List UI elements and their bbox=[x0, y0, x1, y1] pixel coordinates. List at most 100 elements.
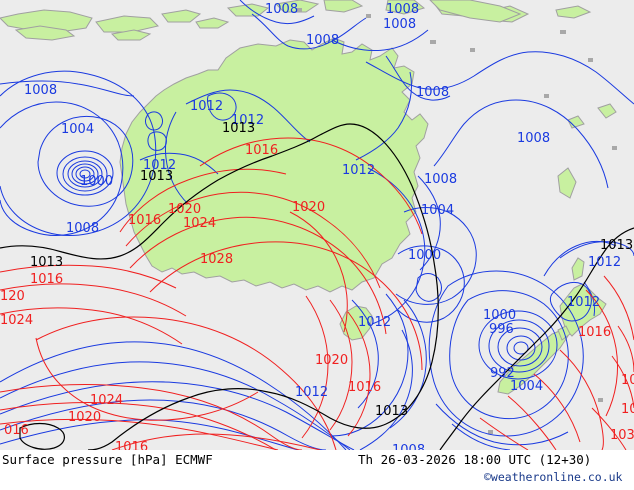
isobar-1013-main bbox=[0, 123, 439, 450]
isobar-1008-arc-b bbox=[331, 29, 429, 51]
isobar-1012-bass2 bbox=[331, 293, 409, 437]
isobar-label-layer: 1008100410001008101310161201024102410200… bbox=[0, 2, 634, 450]
isobar-label-1024-20: 1024 bbox=[183, 216, 216, 231]
isobar-1013-small-loop bbox=[19, 422, 65, 450]
isobar-low-se-a bbox=[435, 403, 569, 446]
isobar-1028-nz bbox=[533, 373, 581, 443]
isobar-label-1008-25: 1008 bbox=[265, 2, 298, 17]
isobar-1004-nz bbox=[449, 290, 569, 420]
isobar-1032-right bbox=[611, 355, 634, 409]
land-island-g bbox=[385, 0, 426, 15]
isobar-label-1020-19: 1020 bbox=[168, 202, 201, 217]
isobar-1028-ridge2 bbox=[35, 337, 259, 421]
isobar-1016-w bbox=[119, 168, 287, 233]
islet-layer bbox=[296, 8, 617, 434]
isobar-1012-qld bbox=[367, 167, 426, 325]
isobar-1016-s bbox=[0, 419, 279, 450]
isobar-label-996-40: 996 bbox=[489, 322, 514, 337]
isobar-label-120-6: 120 bbox=[0, 289, 25, 304]
isobar-label-1012-23: 1012 bbox=[342, 163, 375, 178]
isobar-label-1000-39: 1000 bbox=[483, 308, 516, 323]
footer-copyright: ©weatheronline.co.uk bbox=[484, 470, 623, 484]
isobar-label-1024-8: 1024 bbox=[90, 393, 123, 408]
isobar-1008-arc-a bbox=[239, 0, 315, 25]
isobar-1020-s bbox=[0, 402, 277, 450]
islet-4 bbox=[470, 48, 475, 52]
isobar-1008-coral2 bbox=[385, 55, 451, 101]
isobar-1008-top-left bbox=[0, 80, 135, 97]
land-island-c bbox=[195, 17, 230, 29]
isobar-992-nz bbox=[513, 341, 529, 355]
landmass-layer bbox=[0, 0, 617, 395]
isobar-1012-nt bbox=[185, 89, 311, 143]
islet-5 bbox=[560, 30, 566, 34]
isobar-1012-west bbox=[139, 152, 219, 175]
isobar-label-10-48: 10 bbox=[621, 402, 634, 417]
isobar-label-1012-36: 1012 bbox=[295, 385, 328, 400]
pressure-contour-map[interactable]: 1008 1004 1000 1008 1013 1016 120 1024 1024 1020 0… bbox=[0, 0, 634, 450]
isobar-1012-qld2 bbox=[355, 71, 412, 161]
isobar-1008-top-mid bbox=[251, 13, 367, 50]
isobar-1020-nz bbox=[603, 275, 634, 341]
isobar-label-1013-14: 1013 bbox=[222, 121, 255, 136]
map-footer: Surface pressure [hPa] ECMWF Th 26-03-20… bbox=[0, 450, 634, 490]
isobar-1020-n bbox=[125, 191, 381, 289]
isobar-1032-nz bbox=[507, 395, 557, 450]
isobar-1012-south bbox=[0, 381, 355, 450]
isobar-label-1008-38: 1008 bbox=[392, 443, 425, 450]
isobar-label-1016-46: 1016 bbox=[578, 325, 611, 340]
islet-2 bbox=[366, 14, 371, 18]
isobar-1012-small-a bbox=[145, 111, 163, 131]
isobar-label-1004-1: 1004 bbox=[61, 122, 94, 137]
isobar-1036-nz2 bbox=[591, 407, 627, 450]
isobar-label-1020-21: 1020 bbox=[292, 200, 325, 215]
isobar-label-1016-11: 1016 bbox=[115, 440, 148, 450]
isobar-low-nw-r2 bbox=[75, 166, 95, 182]
isobar-1008-tasman2 bbox=[417, 175, 441, 271]
isobar-label-1008-27: 1008 bbox=[383, 17, 416, 32]
isobar-label-1016-5: 1016 bbox=[30, 272, 63, 287]
isobar-low-nw-r6 bbox=[56, 150, 114, 196]
land-australia bbox=[119, 37, 429, 293]
isobar-1012-south3 bbox=[0, 361, 351, 450]
land-island-sol bbox=[555, 5, 592, 19]
isobar-1028-n bbox=[149, 241, 423, 371]
isobar-label-1016-18: 1016 bbox=[128, 213, 161, 228]
land-island-f bbox=[323, 0, 364, 13]
islet-9 bbox=[488, 430, 493, 434]
isobar-1004-nw bbox=[37, 116, 134, 207]
isobar-1012-bass3 bbox=[389, 299, 427, 429]
isobar-996b-nz bbox=[488, 319, 550, 373]
isobar-1016-tas bbox=[329, 299, 353, 431]
isobar-label-1008-29: 1008 bbox=[517, 131, 550, 146]
isobar-1020-right bbox=[289, 211, 348, 333]
isobar-label-1008-3: 1008 bbox=[66, 221, 99, 236]
isobar-1016-n bbox=[199, 137, 423, 235]
isobar-label-1008-30: 1008 bbox=[424, 172, 457, 187]
isobar-1008-tasman bbox=[433, 99, 609, 189]
map-canvas[interactable]: 1008100410001008101310161201024102410200… bbox=[0, 0, 634, 450]
isobar-1012-south4 bbox=[0, 341, 347, 450]
isobar-low-nw-r4 bbox=[67, 160, 103, 188]
isobar-1012-small-b bbox=[147, 131, 167, 151]
isobar-1012-nz-coast bbox=[583, 281, 595, 317]
isobars-high-layer bbox=[0, 137, 634, 450]
isobar-992b-nz bbox=[506, 335, 536, 361]
isobar-1000-tasman-inner bbox=[415, 273, 442, 302]
land-island-van bbox=[557, 167, 577, 199]
isobar-label-10-47: 10 bbox=[621, 373, 634, 388]
isobar-label-1013-16: 1013 bbox=[140, 169, 173, 184]
isobar-996-nz bbox=[497, 327, 543, 367]
footer-datetime: Th 26-03-2026 18:00 UTC (12+30) bbox=[358, 452, 592, 467]
isobar-1013-nz bbox=[439, 227, 634, 450]
isobar-label-992-41: 992 bbox=[490, 366, 515, 381]
isobar-label-1016-35: 1016 bbox=[348, 380, 381, 395]
isobar-1008-nz bbox=[428, 270, 584, 437]
isobar-label-1008-26: 1008 bbox=[386, 2, 419, 17]
isobar-label-016-10: 016 bbox=[4, 423, 29, 438]
isobar-label-1012-44: 1012 bbox=[588, 255, 621, 270]
isobar-label-1020-34: 1020 bbox=[315, 353, 348, 368]
isobar-label-1036-49: 1036 bbox=[610, 428, 634, 443]
isobar-1012-nt2 bbox=[165, 111, 189, 205]
isobar-1020-tas bbox=[301, 295, 329, 439]
